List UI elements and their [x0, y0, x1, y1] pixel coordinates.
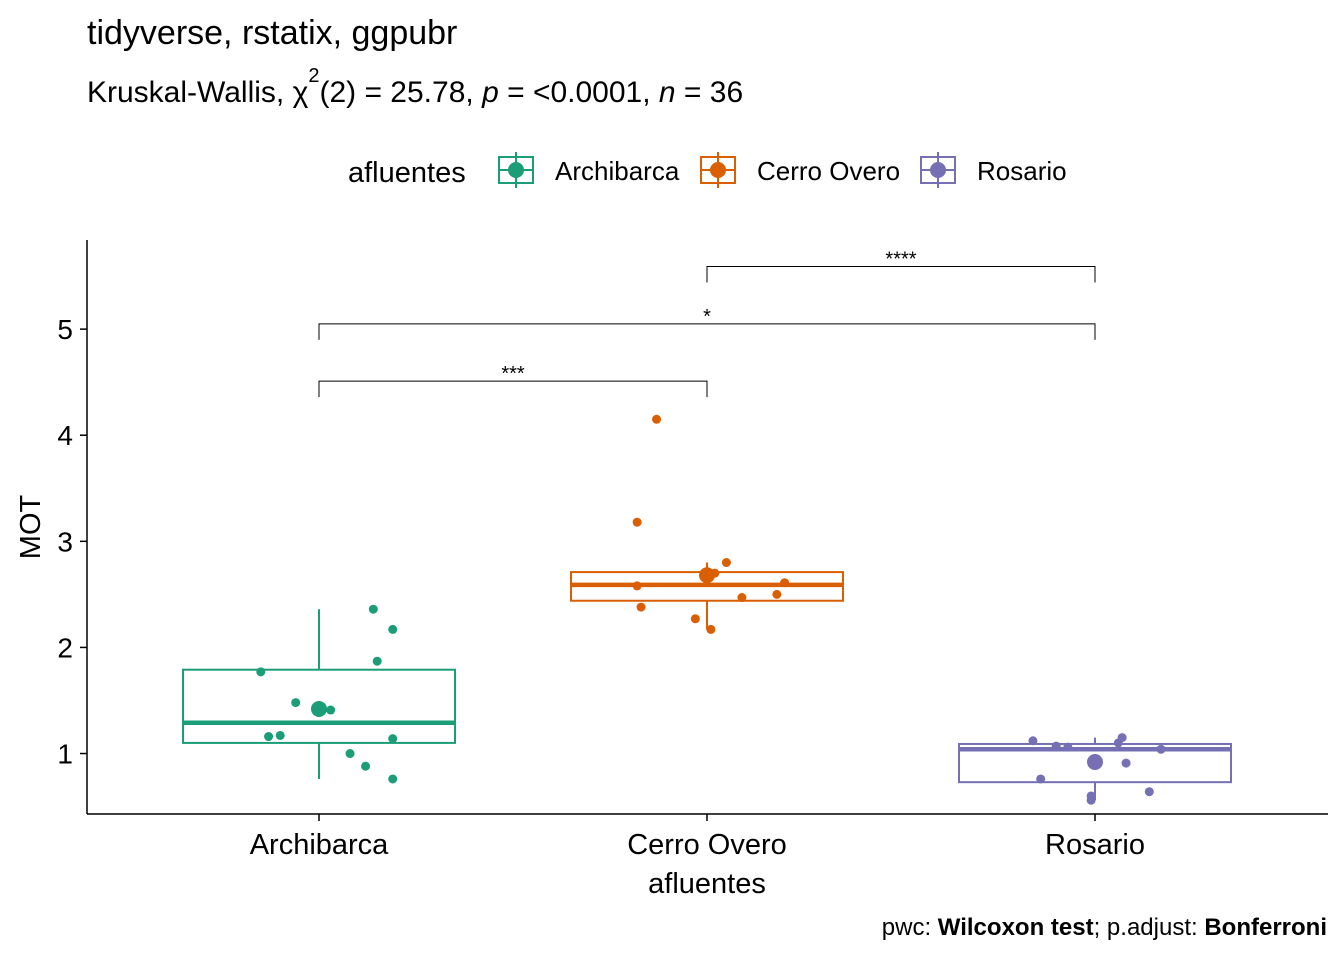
data-point [1121, 758, 1131, 768]
data-point [1086, 795, 1096, 805]
data-point [706, 624, 716, 634]
data-point [326, 705, 336, 715]
legend-point [930, 162, 946, 178]
data-point [772, 589, 782, 599]
legend: afluentes Archibarca Cerro Overo Rosario [348, 152, 1067, 189]
data-point [1051, 741, 1061, 751]
data-point [636, 602, 646, 612]
y-tick-label: 4 [57, 420, 73, 451]
data-point [361, 761, 371, 771]
x-tick-label: Archibarca [250, 829, 389, 861]
data-point [372, 656, 382, 666]
significance-label: **** [885, 249, 916, 271]
y-axis-label: MOT [15, 495, 47, 560]
significance-bracket [318, 380, 708, 398]
legend-label: Cerro Overo [757, 156, 900, 186]
mean-point [699, 567, 715, 584]
data-point [690, 614, 700, 624]
data-point [721, 558, 731, 568]
chart-title: tidyverse, rstatix, ggpubr [87, 14, 457, 52]
legend-key-archibarca [498, 152, 534, 188]
data-point [1028, 736, 1038, 746]
y-tick-label: 3 [57, 526, 73, 557]
data-point [291, 698, 301, 708]
data-point [388, 774, 398, 784]
data-point [632, 517, 642, 527]
data-point [368, 604, 378, 614]
legend-key-cerro-overo [700, 152, 736, 188]
box-archibarca [182, 604, 456, 784]
data-point [1063, 742, 1073, 752]
y-tick-label: 5 [57, 314, 73, 345]
box-rosario [958, 733, 1232, 805]
caption: pwc: Wilcoxon test; p.adjust: Bonferroni [882, 914, 1327, 941]
data-point [737, 593, 747, 603]
data-point [275, 730, 285, 740]
y-tick-label: 1 [57, 739, 73, 770]
data-point [1144, 787, 1154, 797]
legend-title: afluentes [348, 157, 466, 189]
x-axis-label: afluentes [648, 868, 766, 900]
data-point [632, 581, 642, 591]
legend-label: Rosario [977, 156, 1067, 186]
significance-label: * [703, 306, 711, 328]
data-point [652, 414, 662, 424]
box-cerro-overo [570, 414, 844, 634]
chart-subtitle: Kruskal-Wallis, χ2(2) = 25.78, p = <0.00… [87, 65, 743, 109]
data-point [388, 624, 398, 634]
significance-bracket [706, 266, 1096, 283]
data-point [256, 667, 266, 677]
significance-label: *** [501, 363, 525, 385]
data-point [388, 734, 398, 744]
legend-label: Archibarca [555, 156, 680, 186]
data-point [345, 749, 355, 759]
significance-bracket [318, 323, 1096, 340]
y-tick-label: 2 [57, 632, 73, 663]
mean-point [311, 700, 327, 717]
legend-point [508, 162, 524, 178]
data-point [780, 578, 790, 588]
legend-point [710, 162, 726, 178]
x-tick-label: Cerro Overo [627, 829, 787, 861]
data-point [1156, 744, 1166, 754]
data-point [1036, 774, 1046, 784]
x-tick-label: Rosario [1045, 829, 1145, 861]
data-point [1113, 738, 1123, 748]
mean-point [1087, 754, 1103, 771]
data-point [264, 732, 274, 742]
legend-key-rosario [920, 152, 956, 188]
